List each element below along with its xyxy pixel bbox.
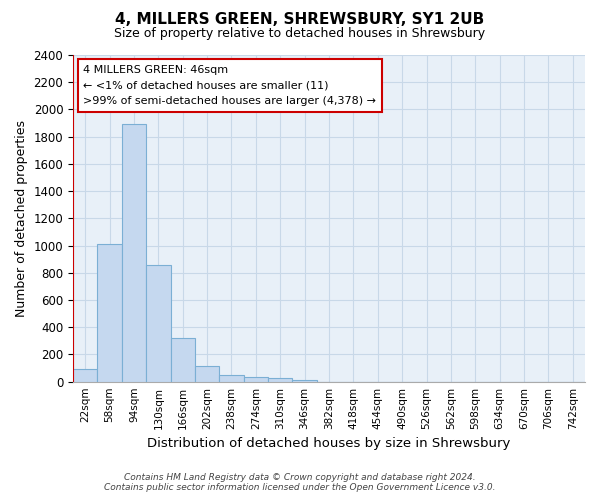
Text: Size of property relative to detached houses in Shrewsbury: Size of property relative to detached ho… xyxy=(115,28,485,40)
Bar xyxy=(268,378,292,382)
Bar xyxy=(292,380,317,382)
X-axis label: Distribution of detached houses by size in Shrewsbury: Distribution of detached houses by size … xyxy=(148,437,511,450)
Text: Contains HM Land Registry data © Crown copyright and database right 2024.
Contai: Contains HM Land Registry data © Crown c… xyxy=(104,473,496,492)
Bar xyxy=(220,375,244,382)
Bar xyxy=(244,377,268,382)
Bar xyxy=(97,244,122,382)
Bar xyxy=(170,338,195,382)
Text: 4 MILLERS GREEN: 46sqm
← <1% of detached houses are smaller (11)
>99% of semi-de: 4 MILLERS GREEN: 46sqm ← <1% of detached… xyxy=(83,65,376,106)
Bar xyxy=(146,264,170,382)
Text: 4, MILLERS GREEN, SHREWSBURY, SY1 2UB: 4, MILLERS GREEN, SHREWSBURY, SY1 2UB xyxy=(115,12,485,28)
Bar xyxy=(195,366,220,382)
Bar xyxy=(122,124,146,382)
Y-axis label: Number of detached properties: Number of detached properties xyxy=(15,120,28,317)
Bar xyxy=(73,370,97,382)
